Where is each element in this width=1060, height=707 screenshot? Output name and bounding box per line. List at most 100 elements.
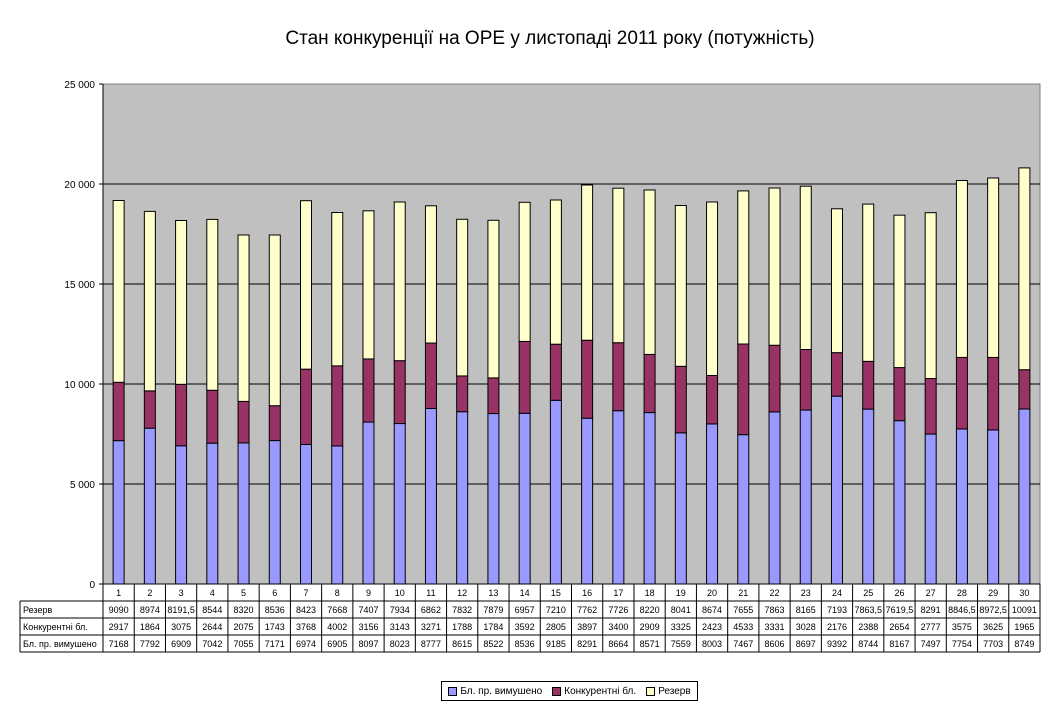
bar-forced bbox=[581, 417, 594, 585]
bar-forced bbox=[424, 407, 437, 585]
data-label: 3592 bbox=[515, 622, 535, 632]
bar-competitive bbox=[706, 374, 719, 425]
data-label: 8615 bbox=[452, 639, 472, 649]
bar-competitive bbox=[206, 389, 219, 444]
bar-competitive bbox=[799, 349, 812, 411]
bar-competitive bbox=[143, 390, 156, 429]
bar-reserve bbox=[143, 210, 156, 392]
data-label: 8097 bbox=[358, 639, 378, 649]
data-label: 6905 bbox=[327, 639, 347, 649]
bar-reserve bbox=[112, 200, 125, 383]
legend-item: Бл. пр. вимушено bbox=[448, 686, 542, 697]
data-label: 8291 bbox=[921, 605, 941, 615]
data-label: 7863,5 bbox=[854, 605, 882, 615]
legend-label: Конкурентні бл. bbox=[564, 685, 637, 697]
x-tick-label: 25 bbox=[863, 588, 873, 598]
data-label: 8220 bbox=[640, 605, 660, 615]
bar-reserve bbox=[737, 190, 750, 345]
y-tick-label: 25 000 bbox=[64, 80, 95, 91]
bar-competitive bbox=[112, 381, 125, 442]
data-label: 8697 bbox=[796, 639, 816, 649]
bar-forced bbox=[924, 433, 937, 585]
bar-forced bbox=[362, 421, 375, 585]
data-label: 9392 bbox=[827, 639, 847, 649]
data-label: 7042 bbox=[202, 639, 222, 649]
data-label: 1864 bbox=[140, 622, 160, 632]
data-label: 7655 bbox=[733, 605, 753, 615]
data-label: 8536 bbox=[515, 639, 535, 649]
legend-item: Резерв bbox=[646, 686, 691, 697]
data-label: 2176 bbox=[827, 622, 847, 632]
data-label: 7193 bbox=[827, 605, 847, 615]
x-tick-label: 27 bbox=[926, 588, 936, 598]
bar-competitive bbox=[893, 367, 906, 422]
x-tick-label: 7 bbox=[304, 588, 309, 598]
data-label: 8606 bbox=[765, 639, 785, 649]
bar-competitive bbox=[643, 353, 656, 414]
data-label: 7467 bbox=[733, 639, 753, 649]
bar-reserve bbox=[549, 199, 562, 345]
bar-forced bbox=[206, 442, 219, 585]
table-row-label: Бл. пр. вимушено bbox=[23, 639, 97, 649]
bar-reserve bbox=[987, 177, 1000, 358]
bar-forced bbox=[955, 428, 968, 585]
data-label: 8167 bbox=[889, 639, 909, 649]
data-label: 2388 bbox=[858, 622, 878, 632]
y-tick-label: 5 000 bbox=[70, 480, 95, 491]
bar-reserve bbox=[300, 200, 313, 370]
data-label: 6957 bbox=[515, 605, 535, 615]
data-label: 7726 bbox=[608, 605, 628, 615]
bar-forced bbox=[549, 399, 562, 585]
bar-competitive bbox=[487, 377, 500, 415]
x-tick-label: 15 bbox=[551, 588, 561, 598]
bar-reserve bbox=[362, 210, 375, 360]
data-label: 8041 bbox=[671, 605, 691, 615]
bar-competitive bbox=[237, 400, 250, 444]
data-label: 6974 bbox=[296, 639, 316, 649]
bar-forced bbox=[643, 412, 656, 585]
bar-forced bbox=[830, 395, 843, 585]
bar-forced bbox=[706, 423, 719, 585]
bar-competitive bbox=[612, 342, 625, 412]
x-tick-label: 20 bbox=[707, 588, 717, 598]
bar-forced bbox=[987, 429, 1000, 585]
data-label: 1788 bbox=[452, 622, 472, 632]
data-label: 3768 bbox=[296, 622, 316, 632]
bar-forced bbox=[768, 411, 781, 585]
bar-competitive bbox=[862, 360, 875, 410]
bar-reserve bbox=[612, 187, 625, 344]
bar-forced bbox=[175, 445, 188, 585]
bar-competitive bbox=[300, 368, 313, 446]
x-tick-label: 24 bbox=[832, 588, 842, 598]
data-label: 8320 bbox=[234, 605, 254, 615]
data-label: 8165 bbox=[796, 605, 816, 615]
data-label: 8664 bbox=[608, 639, 628, 649]
data-label: 3028 bbox=[796, 622, 816, 632]
bar-competitive bbox=[549, 343, 562, 401]
data-label: 9090 bbox=[109, 605, 129, 615]
data-label: 3897 bbox=[577, 622, 597, 632]
bar-competitive bbox=[424, 342, 437, 409]
data-label: 3575 bbox=[952, 622, 972, 632]
bar-competitive bbox=[924, 378, 937, 435]
x-tick-label: 11 bbox=[426, 588, 435, 598]
bar-reserve bbox=[799, 185, 812, 350]
data-label: 3156 bbox=[358, 622, 378, 632]
bar-reserve bbox=[893, 214, 906, 369]
table-row-label: Резерв bbox=[23, 605, 52, 615]
bar-forced bbox=[518, 412, 531, 585]
bar-reserve bbox=[830, 208, 843, 354]
x-tick-label: 23 bbox=[801, 588, 811, 598]
x-tick-label: 18 bbox=[645, 588, 655, 598]
plot-area bbox=[102, 83, 1041, 585]
x-tick-label: 16 bbox=[582, 588, 592, 598]
chart-legend: Бл. пр. вимушено Конкурентні бл. Резерв bbox=[441, 681, 698, 701]
data-label: 8749 bbox=[1014, 639, 1034, 649]
bar-competitive bbox=[362, 358, 375, 423]
bar-forced bbox=[237, 442, 250, 585]
bar-forced bbox=[1018, 408, 1031, 585]
bar-reserve bbox=[768, 187, 781, 346]
legend-swatch bbox=[552, 686, 562, 696]
bar-forced bbox=[112, 440, 125, 585]
data-label: 2917 bbox=[109, 622, 129, 632]
